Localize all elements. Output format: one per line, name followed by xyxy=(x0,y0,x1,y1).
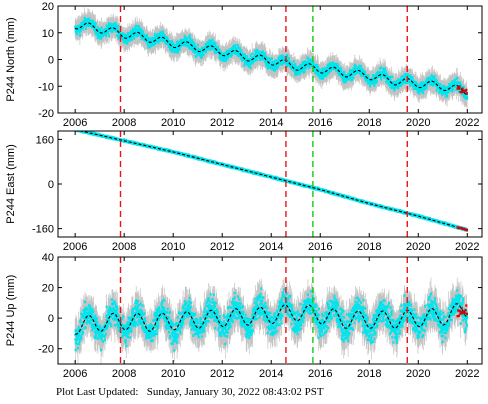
panel-3: 2006 2008 2010 2012 2014 2016 2018 2020 2022 40 20… xyxy=(5,252,483,380)
x-tick-label: 2020 xyxy=(406,241,430,253)
y-tick-label: -10 xyxy=(38,81,54,93)
x-tick-label: 2018 xyxy=(357,241,381,253)
panel-1-recent-positions xyxy=(456,85,468,95)
x-tick-label: 2022 xyxy=(455,241,479,253)
panel-2-recent-positions xyxy=(456,226,468,232)
x-tick-label: 2010 xyxy=(161,241,185,253)
y-tick-label: 160 xyxy=(36,134,54,146)
y-tick-label: 0 xyxy=(48,313,54,325)
x-tick-label: 2008 xyxy=(112,117,136,129)
panel-2: 2006 2008 2010 2012 2014 2016 2018 2020 2022 160 0… xyxy=(5,130,483,253)
x-tick-label: 2014 xyxy=(259,241,283,253)
x-tick-label: 2012 xyxy=(210,241,234,253)
plot-last-updated: Plot Last Updated: Sunday, January 30, 2… xyxy=(56,386,324,398)
x-tick-label: 2006 xyxy=(63,368,87,380)
x-tick-label: 2020 xyxy=(406,117,430,129)
y-axis-label: P244 North (mm) xyxy=(5,17,17,101)
x-tick-label: 2016 xyxy=(308,117,332,129)
x-tick-label: 2018 xyxy=(357,368,381,380)
panel-2-daily-positions xyxy=(74,131,469,232)
panel-3-model-fit xyxy=(74,303,468,335)
x-tick-label: 2012 xyxy=(210,117,234,129)
x-tick-label: 2014 xyxy=(259,368,283,380)
gps-timeseries-figure: 2006 2008 2010 2012 2014 2016 2018 2020 20222010… xyxy=(5,1,483,380)
y-axis-label: P244 East (mm) xyxy=(5,144,17,223)
x-tick-label: 2016 xyxy=(308,241,332,253)
x-tick-label: 2006 xyxy=(63,117,87,129)
x-tick-label: 2018 xyxy=(357,117,381,129)
y-tick-label: -20 xyxy=(38,344,54,356)
y-axis-label: P244 Up (mm) xyxy=(5,275,17,347)
panel-3-frame xyxy=(57,256,483,365)
x-tick-label: 2014 xyxy=(259,117,283,129)
panel-2-plot-area xyxy=(74,131,469,232)
y-tick-label: 20 xyxy=(42,283,54,295)
x-tick-label: 2020 xyxy=(406,368,430,380)
y-tick-label: 40 xyxy=(42,252,54,264)
x-tick-label: 2010 xyxy=(161,368,185,380)
panel-1: 2006 2008 2010 2012 2014 2016 2018 2020 20222010… xyxy=(5,1,483,129)
x-tick-label: 2006 xyxy=(63,241,87,253)
y-tick-label: 10 xyxy=(42,28,54,40)
y-tick-label: -160 xyxy=(32,224,54,236)
panel-2-frame xyxy=(57,130,483,238)
panel-3-plot-area xyxy=(74,277,469,364)
x-tick-label: 2022 xyxy=(455,368,479,380)
x-tick-label: 2016 xyxy=(308,368,332,380)
panel-1-plot-area xyxy=(74,7,469,109)
x-tick-label: 2012 xyxy=(210,368,234,380)
x-tick-label: 2008 xyxy=(112,368,136,380)
y-tick-label: 20 xyxy=(42,1,54,13)
panel-3-recent-positions xyxy=(456,304,468,318)
x-tick-label: 2010 xyxy=(161,117,185,129)
x-tick-label: 2008 xyxy=(112,241,136,253)
y-tick-label: 0 xyxy=(48,179,54,191)
y-tick-label: -20 xyxy=(38,108,54,120)
x-tick-label: 2022 xyxy=(455,117,479,129)
panel-2-model-fit xyxy=(78,131,468,231)
y-tick-label: 0 xyxy=(48,55,54,67)
